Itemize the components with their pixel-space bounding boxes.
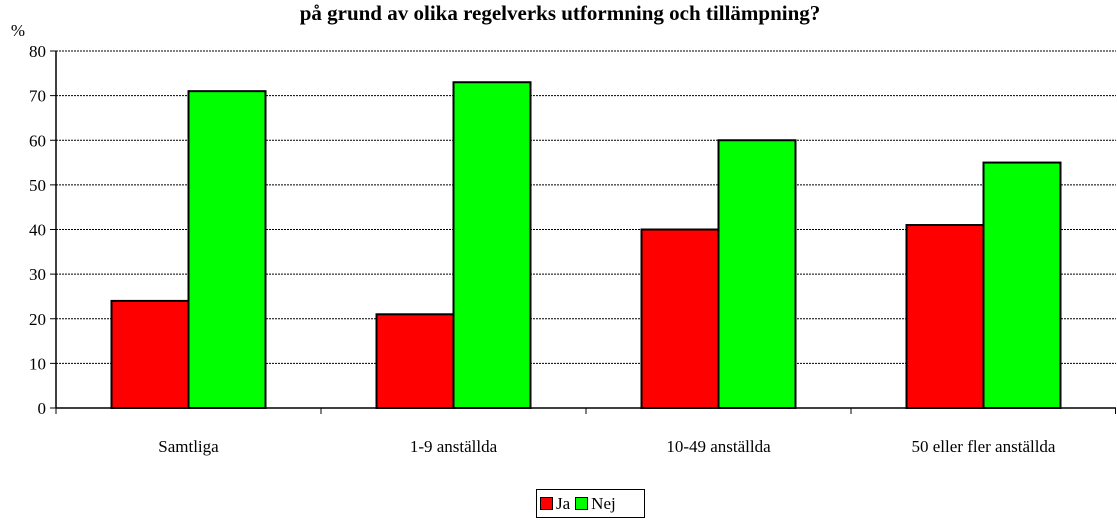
bar-ja	[905, 224, 985, 409]
legend: Ja Nej	[536, 489, 645, 518]
y-tick-label: 10	[29, 354, 46, 373]
x-tick-label: 50 eller fler anställda	[912, 437, 1056, 456]
chart-title: på grund av olika regelverks utformning …	[300, 1, 821, 25]
x-tick-label: Samtliga	[158, 437, 219, 456]
bar-nej	[717, 139, 797, 409]
y-tick-label: 60	[29, 131, 46, 150]
bar-ja	[640, 228, 720, 409]
x-tick-label: 10-49 anställda	[666, 437, 771, 456]
y-tick-label: 40	[29, 221, 46, 240]
legend-item-nej: Nej	[575, 494, 616, 514]
legend-swatch-nej	[575, 497, 589, 510]
bar-ja	[375, 313, 455, 410]
bar-nej	[187, 90, 267, 409]
bar-nej	[452, 81, 532, 410]
legend-label-nej: Nej	[591, 493, 616, 513]
y-tick-label: 0	[38, 399, 47, 418]
y-tick-label: 50	[29, 176, 46, 195]
legend-label-ja: Ja	[556, 493, 571, 513]
legend-item-ja: Ja	[540, 494, 570, 514]
y-tick-label: 70	[29, 87, 46, 106]
y-tick-label: 30	[29, 265, 46, 284]
x-tick-label: 1-9 anställda	[410, 437, 498, 456]
bar-ja	[110, 299, 190, 409]
y-tick-label: 20	[29, 310, 46, 329]
bar-nej	[982, 161, 1062, 409]
legend-swatch-ja	[540, 497, 553, 510]
y-tick-label: 80	[29, 42, 46, 61]
y-axis-label: %	[11, 21, 25, 40]
